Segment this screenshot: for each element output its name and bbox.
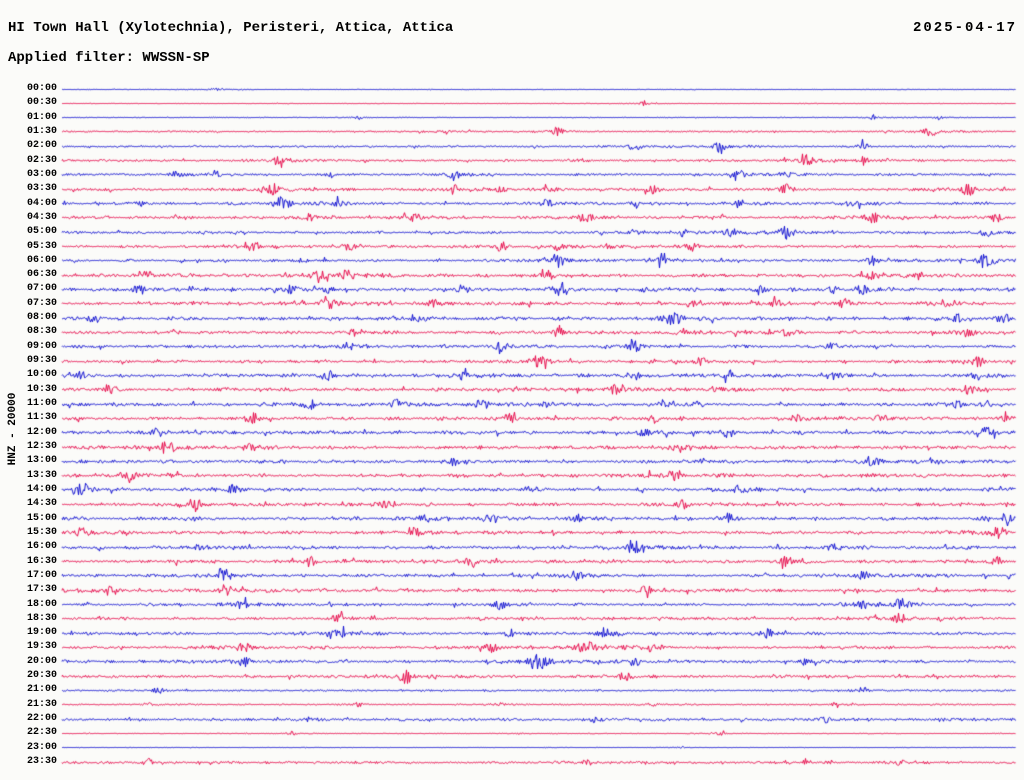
time-label: 04:30 (26, 211, 57, 223)
time-label: 04:00 (26, 197, 57, 209)
time-label: 01:00 (26, 111, 57, 123)
time-label: 12:00 (26, 426, 57, 438)
time-label: 20:30 (26, 670, 57, 682)
time-label: 11:30 (26, 412, 57, 424)
time-label: 14:30 (26, 498, 57, 510)
time-label: 14:00 (26, 483, 57, 495)
time-label: 07:00 (26, 283, 57, 295)
time-label: 06:30 (26, 269, 57, 281)
time-label: 08:30 (26, 326, 57, 338)
time-label: 22:30 (26, 727, 57, 739)
time-label: 00:00 (26, 83, 57, 94)
time-label: 16:30 (26, 555, 57, 567)
time-label: 15:00 (26, 512, 57, 524)
time-label: 03:00 (26, 168, 57, 180)
time-label: 02:00 (26, 140, 57, 152)
station-title: HI Town Hall (Xylotechnia), Peristeri, A… (8, 20, 454, 36)
time-label: 16:00 (26, 541, 57, 553)
time-label: 08:00 (26, 312, 57, 324)
time-label: 18:30 (26, 612, 57, 624)
time-label: 22:00 (26, 713, 57, 725)
time-label: 19:00 (26, 627, 57, 639)
time-label: 01:30 (26, 125, 57, 137)
filter-label: Applied filter: WWSSN-SP (8, 50, 210, 66)
time-label: 12:30 (26, 441, 57, 452)
time-label: 23:00 (26, 741, 57, 753)
time-label: 11:00 (26, 398, 57, 410)
time-label: 19:30 (26, 641, 57, 653)
time-label: 17:00 (26, 569, 57, 581)
time-label: 13:00 (26, 455, 57, 467)
time-label: 20:00 (26, 655, 57, 667)
time-label: 13:30 (26, 469, 57, 481)
time-label: 02:30 (26, 154, 57, 166)
time-label: 09:30 (26, 355, 57, 367)
time-label: 05:00 (26, 226, 57, 238)
time-label: 10:30 (26, 383, 57, 395)
time-label: 00:30 (26, 97, 57, 109)
time-label: 18:00 (26, 598, 57, 610)
time-label: 23:30 (26, 756, 57, 768)
time-label: 06:00 (26, 254, 57, 266)
time-label: 09:00 (26, 340, 57, 352)
date-label: 2025-04-17 (912, 20, 1017, 36)
time-label: 15:30 (26, 526, 57, 538)
time-label: 05:30 (26, 240, 57, 252)
time-label: 21:30 (26, 698, 57, 710)
time-label: 17:30 (26, 584, 57, 596)
time-label: 03:30 (26, 183, 57, 195)
time-label: 07:30 (26, 297, 57, 309)
time-label: 10:00 (26, 369, 57, 381)
time-label: 21:00 (26, 684, 57, 696)
